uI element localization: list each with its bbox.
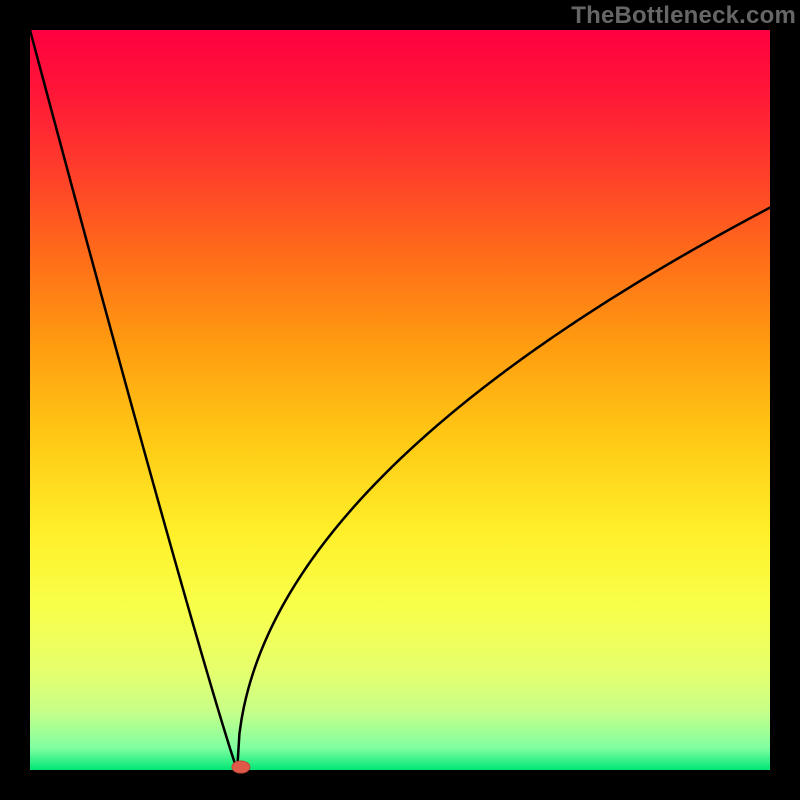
plot-area-gradient bbox=[30, 30, 770, 770]
chart-svg bbox=[0, 0, 800, 800]
watermark-text: TheBottleneck.com bbox=[571, 2, 796, 30]
chart-root: TheBottleneck.com bbox=[0, 0, 800, 800]
minimum-marker bbox=[232, 761, 250, 773]
